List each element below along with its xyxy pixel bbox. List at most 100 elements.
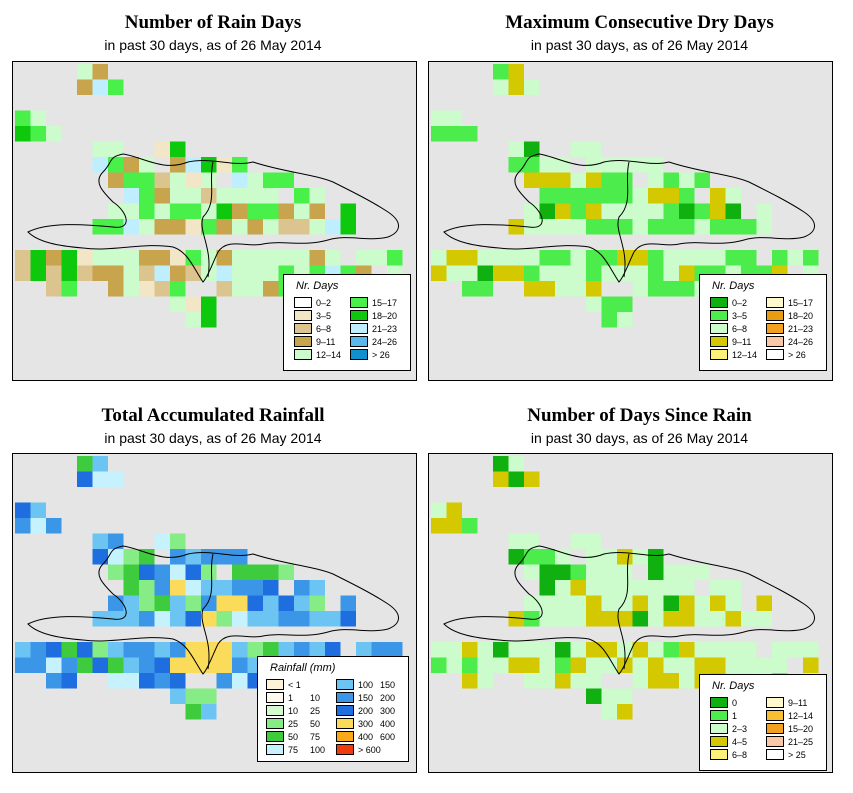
grid-cell	[154, 533, 170, 549]
grid-cell	[185, 203, 201, 219]
legend-item: 15–17	[766, 297, 822, 309]
grid-cell	[108, 673, 124, 689]
coastline	[443, 545, 815, 675]
grid-cell	[632, 673, 648, 689]
grid-cell	[524, 141, 540, 157]
legend-item: 6–8	[710, 749, 766, 761]
grid-cell	[679, 564, 695, 580]
grid-cell	[263, 188, 279, 204]
grid-cell	[92, 642, 108, 658]
grid-cell	[694, 642, 710, 658]
grid-cell	[431, 250, 447, 266]
grid-cell	[617, 172, 633, 188]
grid-cell	[586, 642, 602, 658]
grid-cell	[139, 188, 155, 204]
grid-cell	[30, 265, 46, 281]
grid-cell	[462, 265, 478, 281]
grid-cell	[108, 595, 124, 611]
grid-cell	[185, 564, 201, 580]
grid-cell	[294, 219, 310, 235]
grid-cell	[185, 642, 201, 658]
legend-item: 200 300	[336, 705, 406, 717]
grid-cell	[216, 595, 232, 611]
grid-cell	[232, 203, 248, 219]
legend-item: 1	[710, 710, 766, 722]
legend-swatch	[766, 749, 784, 760]
legend-item: 6–8	[294, 323, 350, 335]
grid-cell	[539, 564, 555, 580]
legend-swatch	[336, 731, 354, 742]
grid-cell	[679, 611, 695, 627]
grid-cell	[648, 188, 664, 204]
grid-cell	[263, 172, 279, 188]
grid-cell	[15, 250, 31, 266]
grid-cell	[30, 657, 46, 673]
grid-cell	[570, 203, 586, 219]
grid-cell	[185, 549, 201, 565]
legend-swatch	[336, 744, 354, 755]
grid-cell	[201, 157, 217, 173]
grid-cell	[679, 250, 695, 266]
grid-cell	[294, 250, 310, 266]
grid-cell	[555, 611, 571, 627]
grid-cell	[232, 580, 248, 596]
grid-cell	[340, 595, 356, 611]
grid-cell	[15, 642, 31, 658]
grid-cell	[462, 126, 478, 142]
panel-rainfall: Total Accumulated Rainfall in past 30 da…	[0, 392, 426, 793]
grid-cell	[663, 657, 679, 673]
grid-cell	[108, 549, 124, 565]
grid-cell	[185, 172, 201, 188]
panel-title: Maximum Consecutive Dry Days	[505, 12, 774, 33]
grid-cell	[586, 611, 602, 627]
grid-cell	[617, 611, 633, 627]
grid-cell	[524, 203, 540, 219]
grid-cell	[431, 265, 447, 281]
map-grid	[15, 64, 403, 328]
grid-cell	[648, 657, 664, 673]
grid-cell	[632, 188, 648, 204]
legend-swatch	[350, 336, 368, 347]
grid-cell	[679, 580, 695, 596]
grid-cell	[185, 250, 201, 266]
grid-cell	[586, 281, 602, 297]
grid-cell	[309, 595, 325, 611]
legend-label: 6–8	[732, 324, 748, 334]
grid-cell	[632, 157, 648, 173]
grid-cell	[632, 281, 648, 297]
grid-cell	[710, 580, 726, 596]
grid-cell	[309, 580, 325, 596]
grid-cell	[663, 219, 679, 235]
grid-cell	[772, 642, 788, 658]
grid-cell	[123, 265, 139, 281]
grid-cell	[446, 518, 462, 534]
grid-cell	[710, 611, 726, 627]
panel-subtitle: in past 30 days, as of 26 May 2014	[104, 37, 322, 53]
grid-cell	[508, 219, 524, 235]
grid-cell	[309, 611, 325, 627]
grid-cell	[15, 265, 31, 281]
legend-label-from: 300	[358, 719, 374, 729]
grid-cell	[123, 564, 139, 580]
grid-cell	[679, 203, 695, 219]
grid-cell	[263, 580, 279, 596]
legend-item: 12–14	[294, 349, 350, 361]
grid-cell	[263, 219, 279, 235]
grid-cell	[524, 157, 540, 173]
legend-label: 12–14	[788, 711, 814, 721]
grid-cell	[617, 312, 633, 328]
grid-cell	[201, 549, 217, 565]
grid-cell	[555, 673, 571, 689]
legend-label: 0–2	[316, 298, 332, 308]
legend-item: 24–26	[350, 336, 406, 348]
grid-cell	[123, 549, 139, 565]
grid-cell	[632, 265, 648, 281]
grid-cell	[539, 219, 555, 235]
legend-label: 18–20	[788, 311, 814, 321]
grid-cell	[431, 642, 447, 658]
legend-swatch	[710, 336, 728, 347]
grid-cell	[201, 580, 217, 596]
grid-cell	[694, 219, 710, 235]
legend-swatch	[266, 692, 284, 703]
grid-cell	[524, 673, 540, 689]
